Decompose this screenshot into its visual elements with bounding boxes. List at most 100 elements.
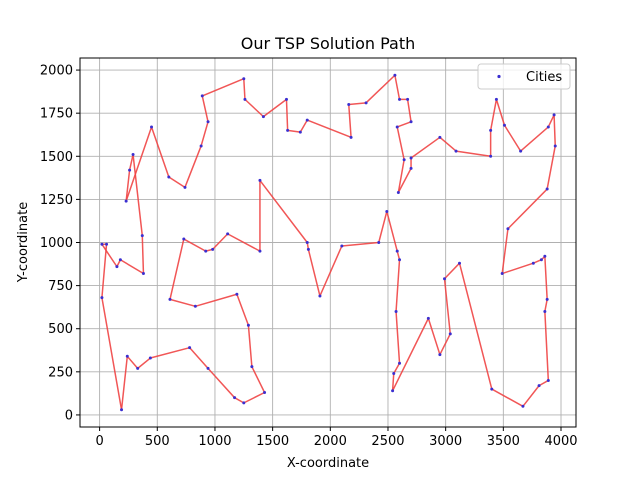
path-segment [149,346,191,359]
city-point [409,156,413,160]
city-point [141,272,145,276]
city-point [140,234,144,238]
city-point [364,101,368,105]
path-segment [544,310,550,382]
city-point [489,128,493,132]
city-point [392,372,396,376]
city-point [438,135,442,139]
path-segment [391,317,430,392]
path-segment [394,74,401,101]
city-point [284,97,288,101]
city-point [243,97,247,101]
city-point [261,115,265,119]
city-point [457,261,461,265]
path-segment [211,233,229,251]
city-point [167,175,171,179]
city-point [395,125,399,129]
city-point [233,396,237,400]
path-segment [544,255,548,301]
path-segment [101,243,108,299]
city-point [545,187,549,191]
path-segment [455,150,492,158]
y-tick-label: 250 [48,365,73,380]
city-point [206,120,210,124]
city-point [183,185,187,189]
x-axis-label: X-coordinate [287,456,369,471]
path-segment [125,169,131,202]
city-point [150,125,154,129]
x-axis-ticks: 0 500 1000 1500 2000 2500 3000 3500 4000 [95,427,578,449]
path-segment [458,262,493,390]
path-segment [194,293,238,308]
path-segment [183,238,207,252]
city-point [385,209,389,213]
legend-label-cities: Cities [526,70,562,85]
path-segment [243,77,246,101]
city-point [377,241,381,244]
path-segment [503,124,522,152]
city-point [545,297,549,301]
y-axis-label: Y-coordinate [16,202,31,283]
path-segment [378,210,388,244]
path-segment [119,258,145,275]
city-point [500,272,504,276]
city-point [118,258,122,262]
path-segment [553,114,556,147]
x-tick-label: 4000 [544,434,577,449]
path-segment [233,396,245,404]
city-point [305,118,309,122]
city-points [100,73,557,412]
x-tick-label: 0 [95,434,103,449]
x-tick-label: 2000 [314,434,347,449]
x-tick-label: 3000 [429,434,462,449]
path-segment [547,114,555,128]
path-segment [307,248,321,297]
path-segment [489,98,498,132]
path-segment [251,365,266,394]
city-point [199,144,203,148]
y-tick-label: 500 [48,322,73,337]
path-segment [348,102,367,106]
tsp-path [101,74,556,411]
path-segment [126,355,139,370]
path-segment [397,167,412,194]
legend-marker-cities [497,74,501,79]
path-segment [247,324,253,368]
city-point [454,149,458,153]
city-point [553,144,557,148]
path-segment [236,293,250,327]
path-segment [299,119,308,133]
path-segment [243,391,266,404]
city-point [494,97,498,101]
city-point [128,168,132,172]
path-segment [507,188,548,230]
y-tick-label: 1250 [40,193,73,208]
city-point [546,378,550,382]
city-point [543,254,547,258]
city-point [211,247,215,251]
city-point [246,323,250,327]
path-segment [226,233,261,252]
path-segment [244,98,265,118]
city-point [318,294,322,298]
city-point [537,384,541,388]
y-tick-label: 2000 [40,64,73,79]
path-segment [491,388,524,408]
path-segment [120,355,129,411]
path-segment [188,346,209,370]
path-segment [544,298,548,313]
path-segment [396,121,412,128]
city-point [105,242,109,246]
path-segment [395,258,401,313]
city-point [125,354,129,358]
x-tick-label: 3500 [487,434,520,449]
path-segment [538,379,550,387]
path-segment [406,98,412,123]
city-point [502,123,506,127]
city-point [398,258,402,262]
city-point [305,241,309,244]
path-segment [168,176,186,189]
chart-title: Our TSP Solution Path [241,34,415,53]
x-tick-label: 1500 [256,434,289,449]
